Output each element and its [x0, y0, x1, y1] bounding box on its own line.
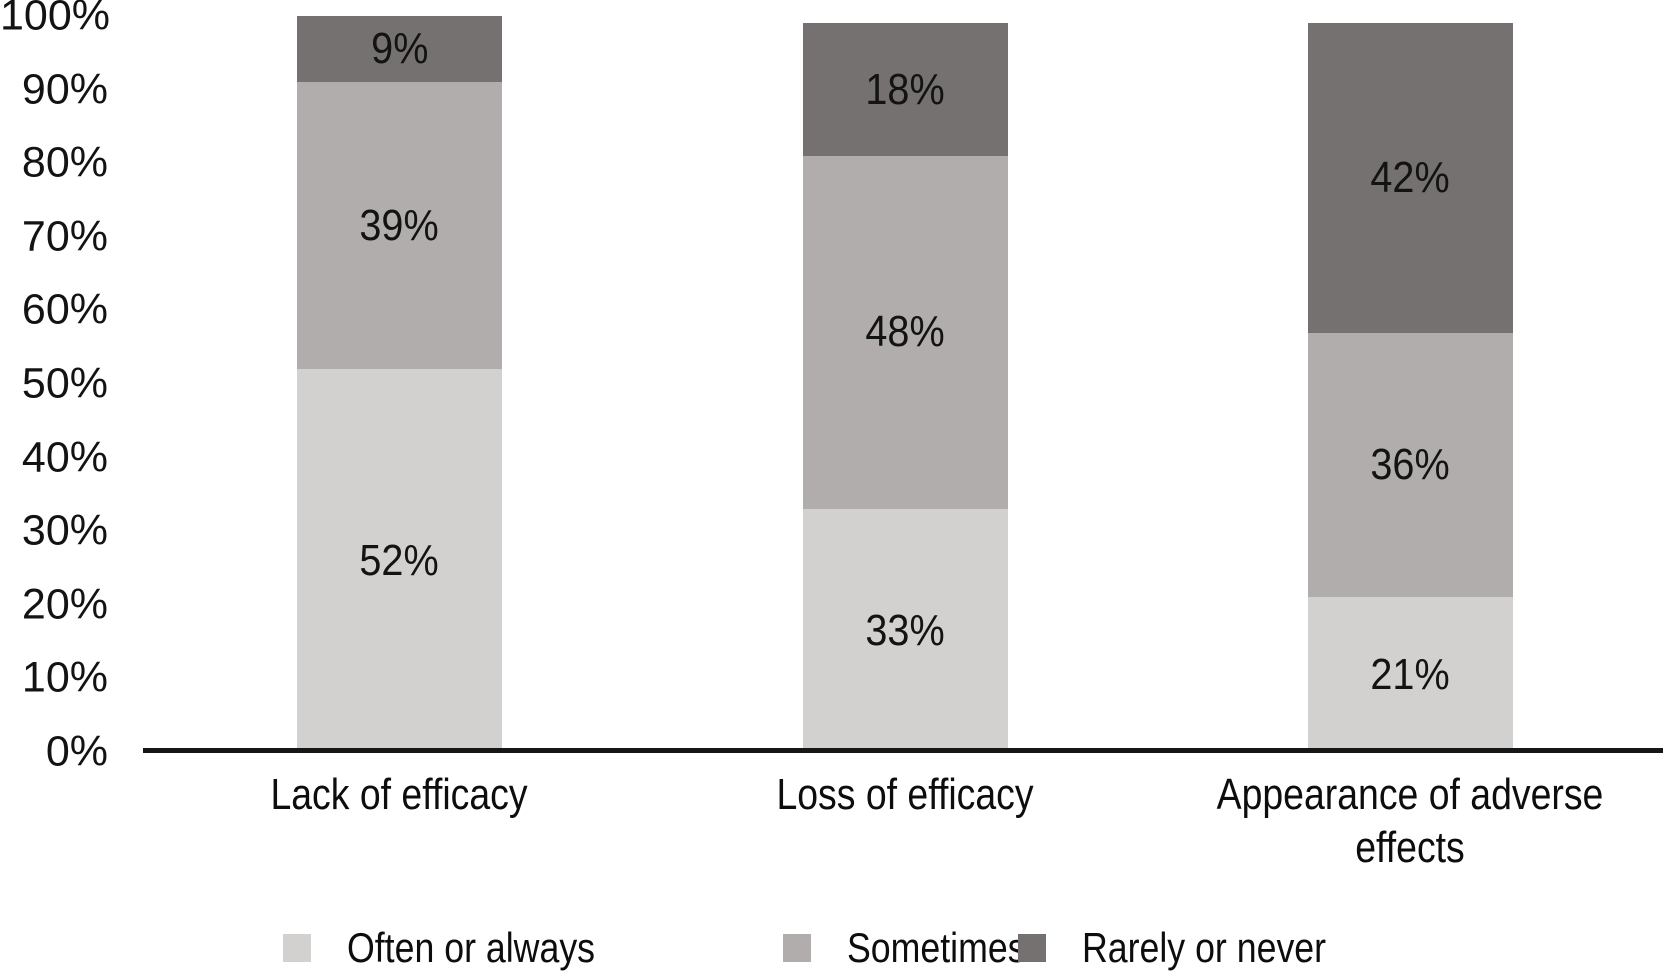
segment-value-label: 9% — [370, 24, 429, 74]
category-label: Loss of efficacy — [776, 770, 1034, 819]
legend-label: Sometimes — [847, 924, 1026, 971]
segment-value-label: 48% — [865, 307, 946, 357]
bar-segment: 9% — [297, 16, 502, 83]
y-tick-label: 80% — [21, 138, 108, 187]
bar-segment: 21% — [1308, 597, 1513, 752]
segment-value-label: 52% — [359, 535, 440, 585]
legend-swatch-often-or-always — [283, 934, 311, 962]
legend-item: Often or always — [283, 924, 639, 971]
segment-value-label: 39% — [359, 200, 440, 250]
legend-swatch-sometimes — [783, 934, 811, 962]
legend-item: Rarely or never — [1018, 924, 1369, 971]
bar-2: 33% 48% 18% — [803, 23, 1008, 752]
y-tick-label: 90% — [21, 65, 108, 114]
category-label: Appearance of adverse effects — [1216, 770, 1604, 872]
y-tick-label: 50% — [21, 359, 108, 408]
segment-value-label: 36% — [1370, 439, 1451, 489]
bar-segment: 18% — [803, 23, 1008, 156]
bar-segment: 33% — [803, 509, 1008, 752]
y-tick-label: 10% — [21, 653, 108, 702]
legend-item: Sometimes — [783, 924, 1057, 971]
segment-value-label: 42% — [1370, 152, 1451, 202]
bar-3: 21% 36% 42% — [1308, 23, 1513, 752]
x-axis-line — [143, 748, 1663, 753]
y-tick-label: 30% — [21, 506, 108, 555]
bar-segment: 52% — [297, 369, 502, 752]
y-tick-label: 100% — [0, 0, 110, 40]
bar-segment: 42% — [1308, 23, 1513, 333]
segment-value-label: 33% — [865, 605, 946, 655]
legend-swatch-rarely-or-never — [1018, 934, 1046, 962]
y-tick-label: 20% — [21, 580, 108, 629]
legend-label: Often or always — [347, 924, 596, 971]
bar-segment: 39% — [297, 82, 502, 370]
legend-label: Rarely or never — [1082, 924, 1327, 971]
y-tick-label: 0% — [45, 727, 108, 776]
segment-value-label: 18% — [865, 64, 946, 114]
y-tick-label: 60% — [21, 285, 108, 334]
segment-value-label: 21% — [1370, 649, 1451, 699]
category-label: Lack of efficacy — [270, 770, 528, 819]
bar-1: 52% 39% 9% — [297, 16, 502, 752]
bar-segment: 48% — [803, 155, 1008, 510]
y-tick-label: 40% — [21, 433, 108, 482]
bar-segment: 36% — [1308, 332, 1513, 598]
y-tick-label: 70% — [21, 212, 108, 261]
